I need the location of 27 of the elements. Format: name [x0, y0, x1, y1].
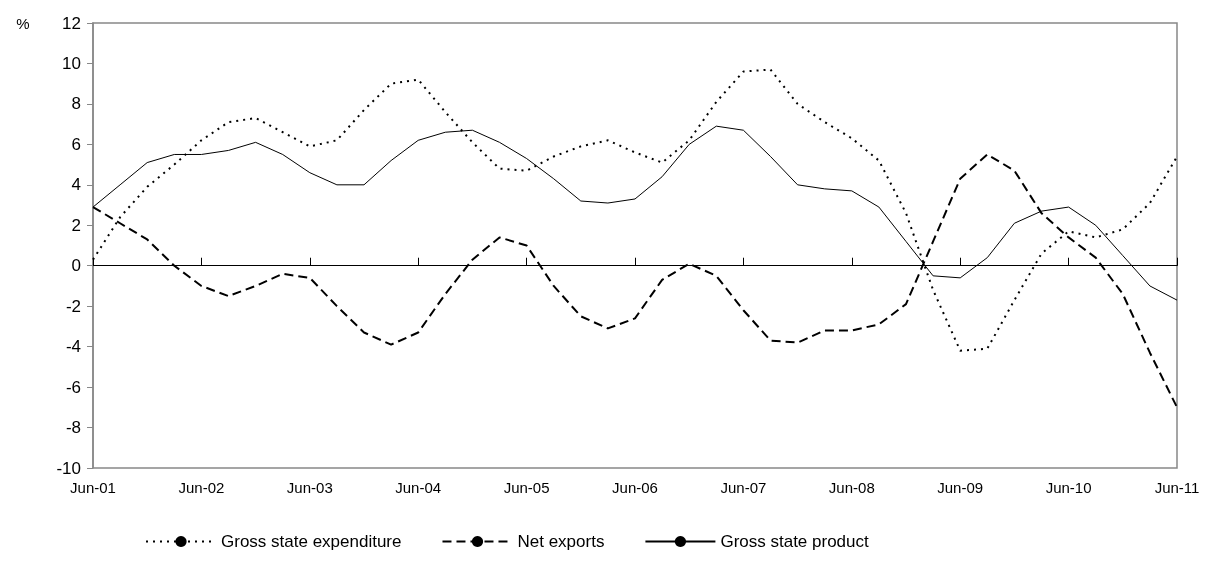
x-tick-label: Jun-10 [1045, 479, 1092, 496]
x-tick-label: Jun-11 [1154, 479, 1200, 496]
x-tick-label: Jun-02 [178, 479, 225, 496]
y-tick-label: 10 [62, 53, 81, 73]
legend-label: Net exports [517, 532, 605, 551]
x-tick-label: Jun-09 [937, 479, 984, 496]
y-tick-label: -2 [65, 296, 81, 316]
y-tick-label: 4 [71, 175, 81, 195]
x-tick-label: Jun-06 [612, 479, 658, 496]
legend-label: Gross state product [720, 532, 870, 551]
x-tick-label: Jun-08 [828, 479, 875, 496]
y-tick-label: 8 [71, 94, 81, 114]
y-tick-label: 2 [71, 215, 81, 235]
y-tick-label: 0 [71, 256, 81, 276]
y-tick-label: 6 [71, 134, 81, 154]
x-tick-label: Jun-01 [70, 479, 116, 496]
x-tick-label: Jun-04 [395, 479, 442, 496]
legend-label: Gross state expenditure [221, 532, 402, 551]
x-tick-label: Jun-03 [286, 479, 333, 496]
y-tick-label: -6 [65, 377, 81, 397]
x-tick-label: Jun-05 [503, 479, 550, 496]
y-tick-label: -10 [56, 458, 81, 478]
y-tick-label: 12 [62, 13, 81, 33]
y-tick-label: -4 [65, 337, 81, 357]
x-tick-label: Jun-07 [720, 479, 767, 496]
y-axis-title: % [16, 14, 30, 32]
y-tick-label: -8 [65, 418, 81, 438]
